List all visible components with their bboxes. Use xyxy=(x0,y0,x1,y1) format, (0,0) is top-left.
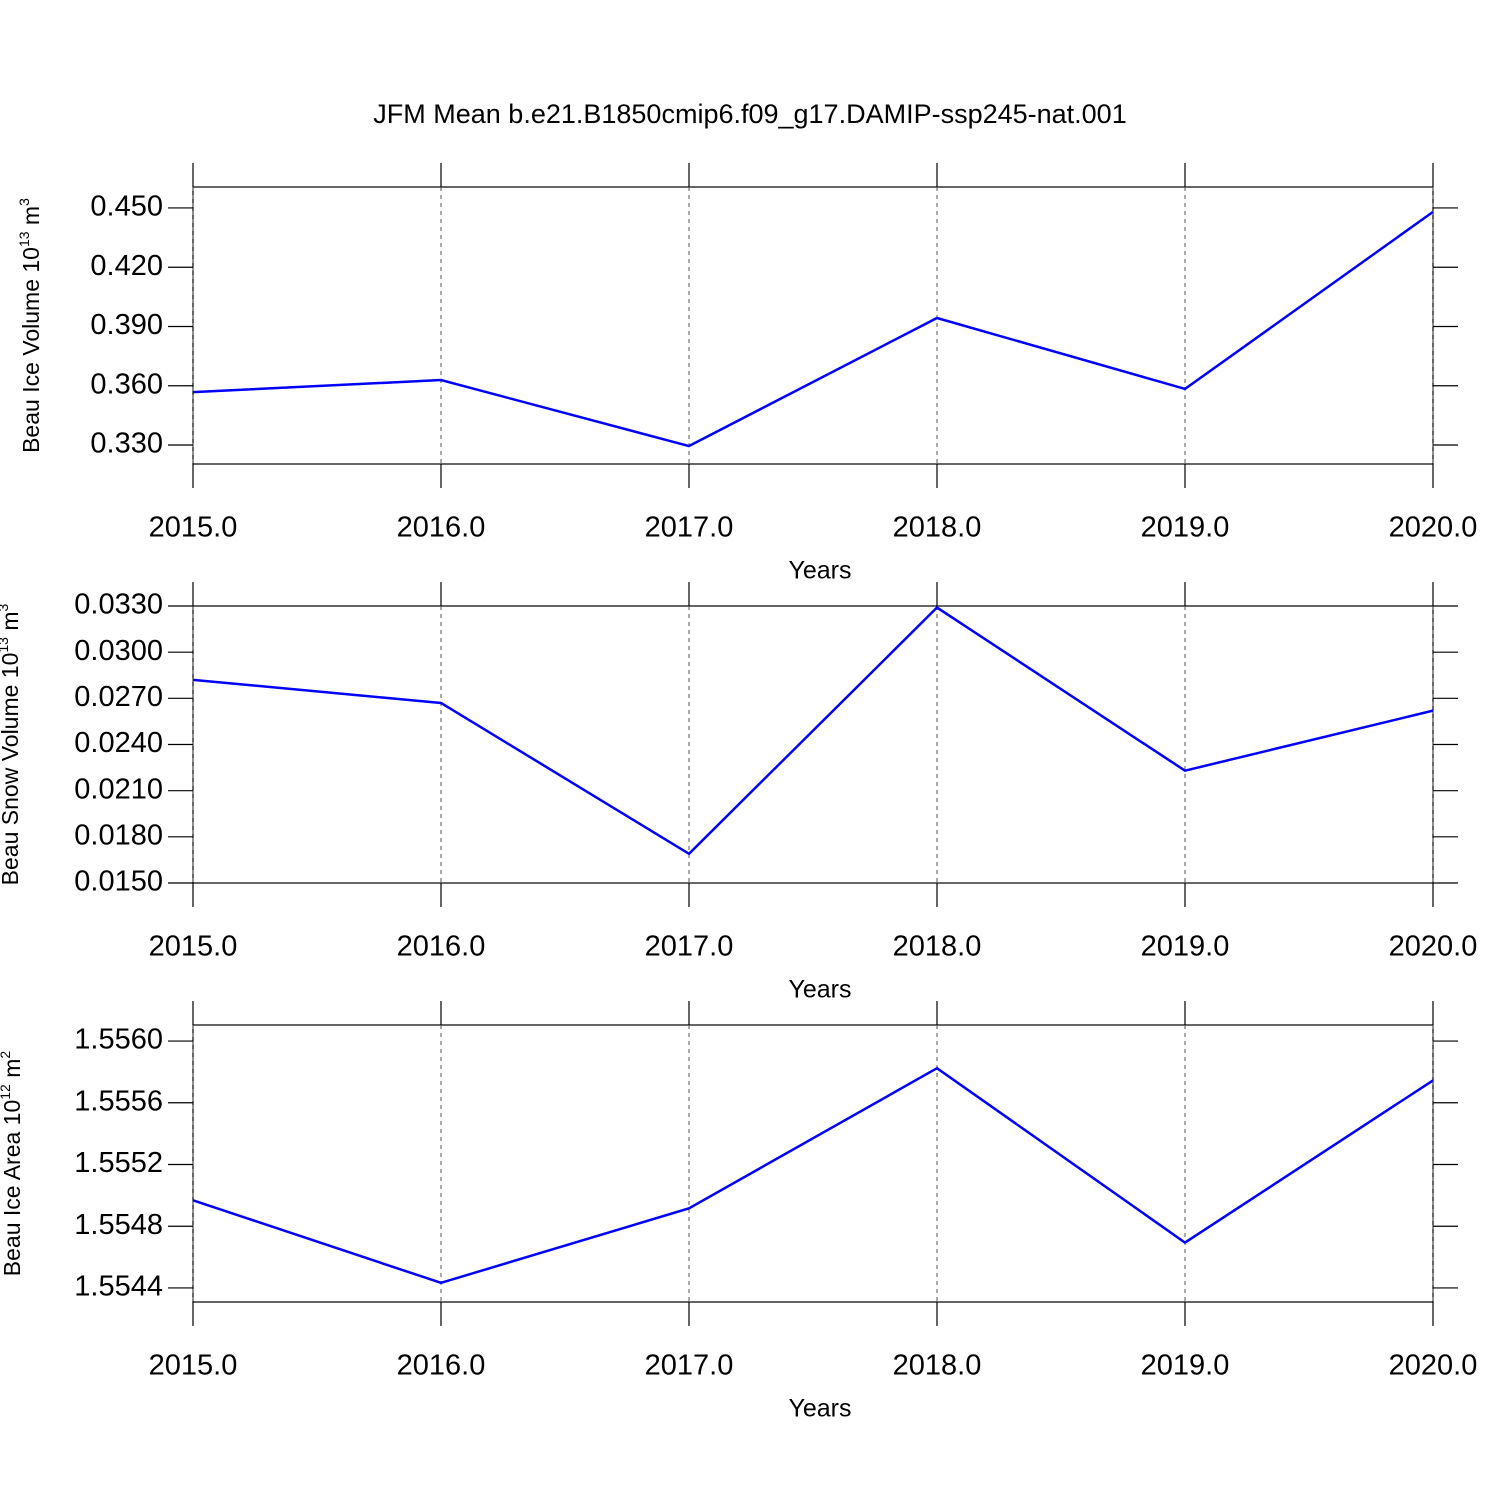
data-line xyxy=(192,605,1434,856)
y-axis-label-part: 13 xyxy=(16,231,32,247)
x-axis-label: Years xyxy=(788,976,851,1004)
y-tick-label: 0.0210 xyxy=(74,773,163,805)
x-tick-label: 2015.0 xyxy=(149,512,238,544)
x-tick-label: 2015.0 xyxy=(149,1350,238,1382)
x-axis-label: Years xyxy=(788,1395,851,1423)
x-tick-label: 2016.0 xyxy=(397,512,486,544)
x-tick-label: 2017.0 xyxy=(645,512,734,544)
data-line xyxy=(192,1066,1434,1285)
x-tick-label: 2017.0 xyxy=(645,1350,734,1382)
x-tick-label: 2020.0 xyxy=(1389,1350,1478,1382)
y-tick-label: 0.390 xyxy=(90,309,163,341)
x-tick-label: 2017.0 xyxy=(645,931,734,963)
plot-frame xyxy=(192,186,1434,465)
chart-title: JFM Mean b.e21.B1850cmip6.f09_g17.DAMIP-… xyxy=(373,99,1126,129)
y-axis-label: Beau Snow Volume 1013 m3 xyxy=(0,603,23,885)
x-tick-label: 2018.0 xyxy=(893,1350,982,1382)
x-tick-label: 2019.0 xyxy=(1141,512,1230,544)
y-tick-label: 1.5552 xyxy=(74,1147,163,1179)
x-tick-label: 2016.0 xyxy=(397,931,486,963)
y-tick-label: 1.5560 xyxy=(74,1024,163,1056)
y-axis-label-part: 3 xyxy=(0,603,11,611)
y-axis-label-part: m xyxy=(0,1059,25,1085)
y-tick-label: 0.450 xyxy=(90,191,163,223)
data-line xyxy=(192,210,1434,448)
y-tick-label: 1.5548 xyxy=(74,1209,163,1241)
x-tick-label: 2016.0 xyxy=(397,1350,486,1382)
y-tick-label: 0.0330 xyxy=(74,589,163,621)
plot-frame xyxy=(192,1024,1434,1303)
y-axis-label-part: Beau Ice Area 10 xyxy=(0,1100,25,1276)
y-tick-label: 0.0180 xyxy=(74,819,163,851)
x-tick-label: 2020.0 xyxy=(1389,512,1478,544)
y-axis-label-part: m xyxy=(18,206,44,232)
y-tick-label: 0.0150 xyxy=(74,866,163,898)
y-tick-label: 0.0240 xyxy=(74,727,163,759)
y-tick-label: 0.0270 xyxy=(74,681,163,713)
x-tick-label: 2020.0 xyxy=(1389,931,1478,963)
y-axis-label-part: 2 xyxy=(0,1051,13,1059)
x-tick-label: 2018.0 xyxy=(893,931,982,963)
y-axis-label-part: Beau Snow Volume 10 xyxy=(0,653,23,886)
y-axis-label-part: 12 xyxy=(0,1084,13,1100)
y-axis-label-part: Beau Ice Volume 10 xyxy=(18,247,44,453)
y-tick-label: 0.330 xyxy=(90,428,163,460)
plot-frame xyxy=(192,605,1434,884)
y-tick-label: 1.5544 xyxy=(74,1271,163,1303)
y-tick-label: 1.5556 xyxy=(74,1085,163,1117)
y-axis-label-part: 3 xyxy=(16,198,32,206)
x-tick-label: 2015.0 xyxy=(149,931,238,963)
y-axis-label-part: 13 xyxy=(0,637,11,653)
y-axis-label: Beau Ice Volume 1013 m3 xyxy=(16,198,44,453)
x-tick-label: 2019.0 xyxy=(1141,931,1230,963)
y-tick-label: 0.420 xyxy=(90,250,163,282)
y-axis-label: Beau Ice Area 1012 m2 xyxy=(0,1051,25,1277)
y-axis-label-part: m xyxy=(0,611,23,637)
x-tick-label: 2019.0 xyxy=(1141,1350,1230,1382)
x-axis-label: Years xyxy=(788,557,851,585)
x-tick-label: 2018.0 xyxy=(893,512,982,544)
y-tick-label: 0.360 xyxy=(90,368,163,400)
y-tick-label: 0.0300 xyxy=(74,635,163,667)
